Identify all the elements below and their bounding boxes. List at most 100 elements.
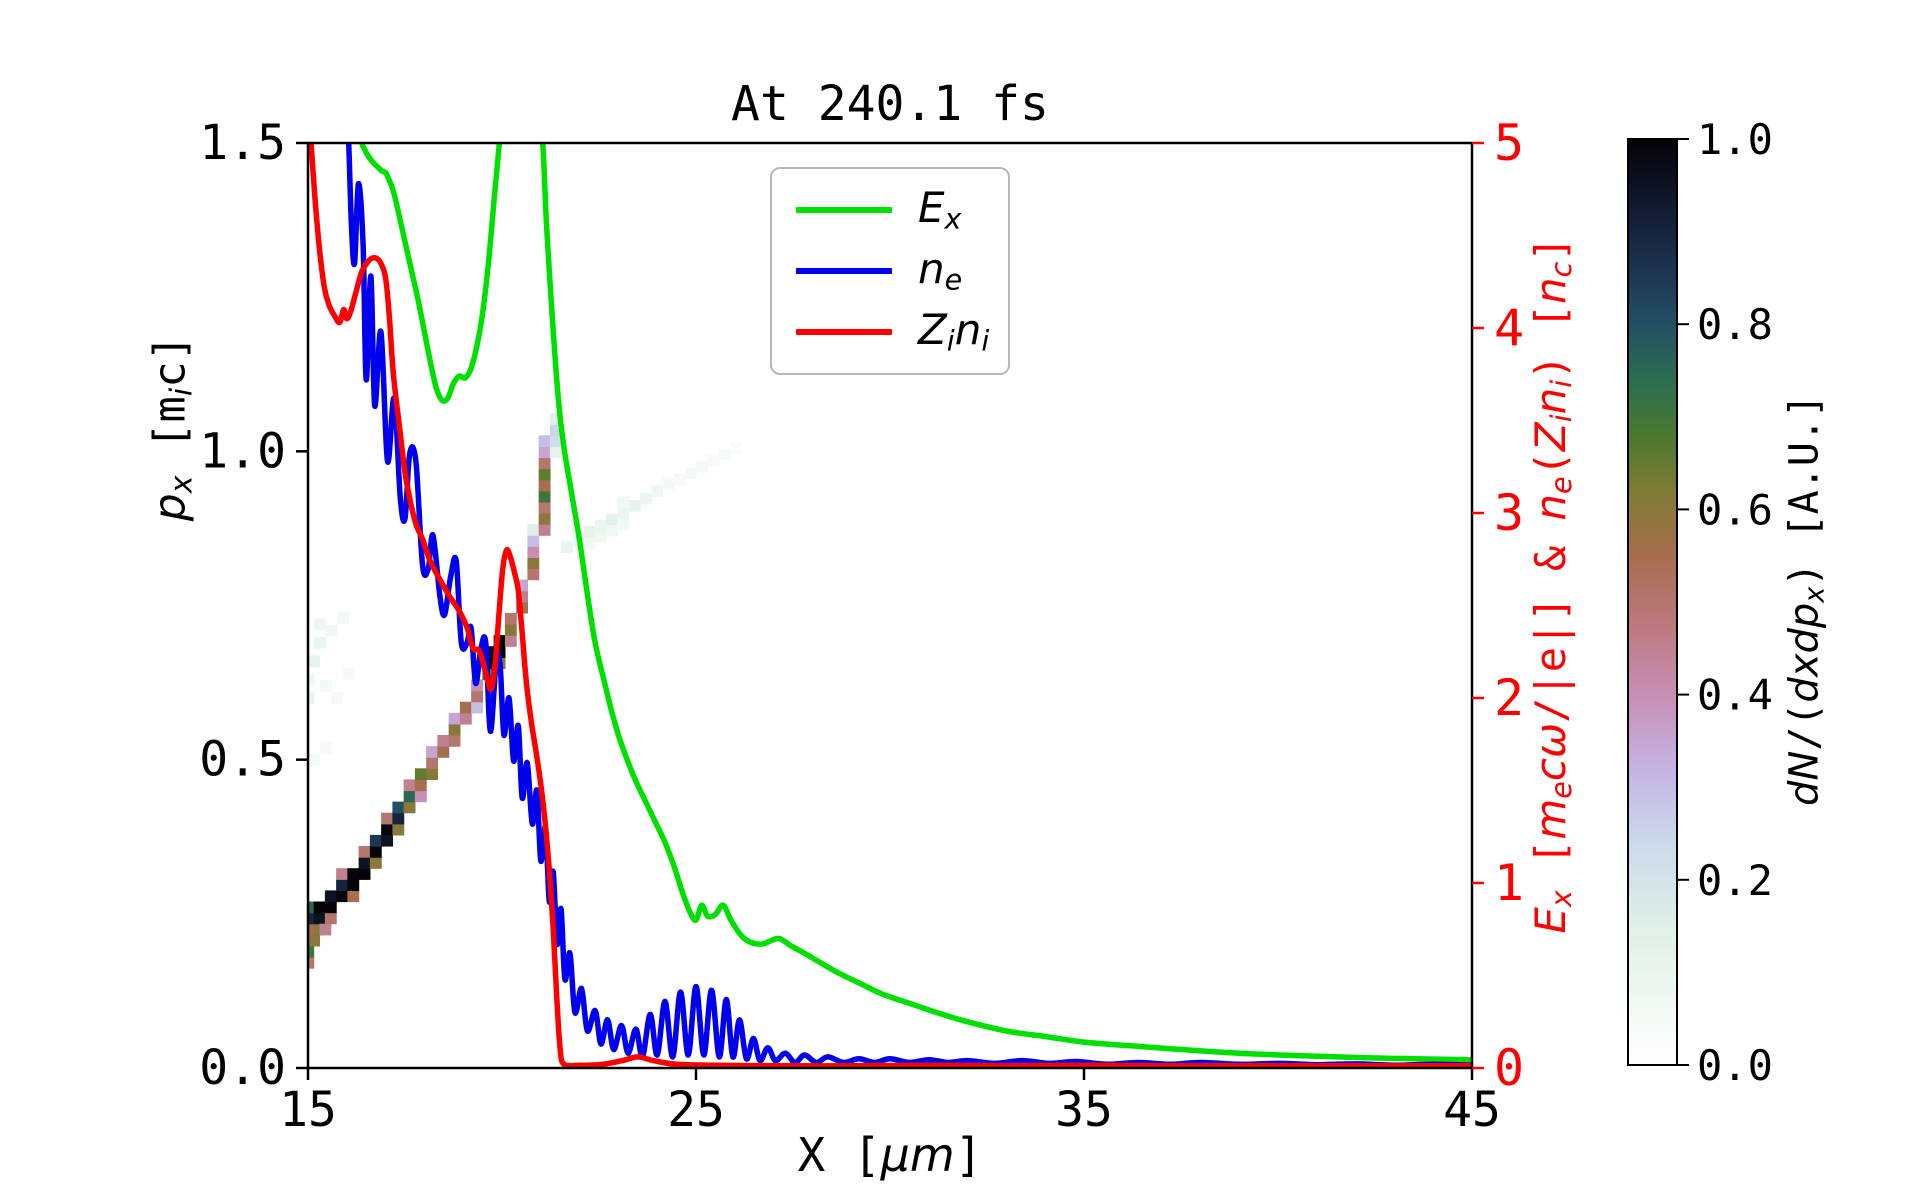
heatmap-cell [504,624,517,636]
legend-item-label: Ex [918,186,962,236]
legend: Ex ne Zini [770,167,1010,375]
heatmap-cell [324,890,337,903]
heatmap-cell [527,546,540,558]
label-segment: e [944,262,963,297]
heatmap-cell [308,957,315,969]
heatmap-cell [471,690,484,703]
heatmap-cell [639,492,652,505]
heatmap-cell [308,655,321,668]
heatmap-cell [426,768,438,780]
label-segment: /|e|] & [1525,520,1575,723]
heatmap-cell [347,879,360,891]
heatmap-cell [308,692,315,705]
heatmap-cell [358,846,371,858]
label-segment: x [944,201,962,236]
heatmap-cell [696,461,709,473]
heatmap-cell [437,735,450,747]
axes-frame: 15 25 35 450.00.51.01.50123450.00.20.40.60.… [199,114,1773,1138]
heatmap-cell [527,535,540,547]
curve-Ex [359,143,1472,1063]
heatmap-cell [308,901,315,914]
curve-ne [345,143,1472,1068]
tick-label-x: 15 [279,1082,337,1138]
heatmap-cell [617,507,630,520]
heatmap-cell [426,746,438,758]
heatmap-cell [308,923,315,936]
heatmap-cell [336,868,348,880]
heatmap-cell [583,537,596,549]
heatmap-cell [308,673,315,686]
heatmap-cell [538,457,551,470]
heatmap-cell [527,524,540,536]
tick-label-y-left: 0.0 [199,1040,286,1096]
label-segment: c [1544,261,1579,278]
heatmap-cell [337,612,350,624]
label-segment: n [1525,387,1575,415]
heatmap-cell [314,636,326,649]
label-segment: i [981,323,990,358]
plot-title: At 240.1 fs [731,76,1049,132]
legend-line-sample [796,206,892,213]
heatmap-cell [504,612,517,625]
tick-label-x: 35 [1055,1082,1113,1138]
legend-line-sample [796,329,892,336]
heatmap-cell [448,735,461,747]
tick-label-y-right: 4 [1494,299,1524,357]
tick-label-x: 45 [1443,1082,1501,1138]
legend-item: ne [796,248,984,294]
heatmap-cell [459,701,472,714]
colorbar-label: dN/(dxdpx) [A.U.] [1782,394,1831,806]
tick-label-y-left: 1.5 [199,115,286,171]
colorbar-tick-label: 0.0 [1697,1041,1773,1090]
heatmap-cell [594,519,607,532]
heatmap-cell [314,618,326,631]
label-segment: ] [1525,236,1575,262]
label-segment: c [1525,758,1575,782]
tick-label-y-right: 3 [1494,484,1524,542]
label-segment: e [1544,781,1579,799]
heatmap-cell [617,496,630,509]
heatmap-cell [347,868,360,880]
heatmap-cell [606,513,619,526]
legend-line-sample [796,267,892,274]
y-axis-label-left: px [mic] [145,335,200,521]
heatmap-cell [369,846,382,858]
heatmap-cell [347,890,360,903]
heatmap-cell [369,834,382,847]
heatmap-cell [448,723,461,736]
heatmap-cell [549,435,562,447]
heatmap-cell [538,513,551,525]
legend-item: Zini [796,309,989,355]
heatmap-cell [549,446,562,459]
heatmap-cell [437,746,450,758]
label-segment: x [1799,586,1831,603]
heatmap-cell [319,923,332,936]
heatmap-cell [538,501,551,514]
label-segment: i [164,387,200,397]
heatmap-cell [549,424,562,436]
label-segment: p [144,493,196,522]
y-axis-label-right: Ex [mecω/|e|] & ne(Zini) [nc] [1526,236,1578,933]
label-segment: E [1525,907,1575,934]
legend-item-label: ne [918,248,962,294]
tick-label-y-right: 0 [1494,1039,1524,1097]
heatmap-cell [414,790,427,803]
tick-label-y-right: 5 [1494,114,1524,172]
heatmap-cell [319,741,332,754]
heatmap-cell [549,413,562,425]
tick-label-y-left: 0.5 [199,732,286,788]
heatmap-cell [538,446,551,459]
label-segment: n [1525,493,1575,521]
tick-label-y-left: 1.0 [199,423,286,479]
heatmap-cell [313,901,326,914]
heatmap-cell [516,590,529,603]
heatmap-cell [538,435,551,447]
colorbar-tick-label: 0.2 [1697,856,1773,905]
heatmap-cell [684,467,697,480]
heatmap-cell [651,485,664,497]
legend-item-label: Zini [918,309,989,355]
colorbar-tick-label: 0.8 [1697,300,1773,349]
label-segment: /( [1781,702,1828,751]
heatmap-cell [381,834,393,847]
